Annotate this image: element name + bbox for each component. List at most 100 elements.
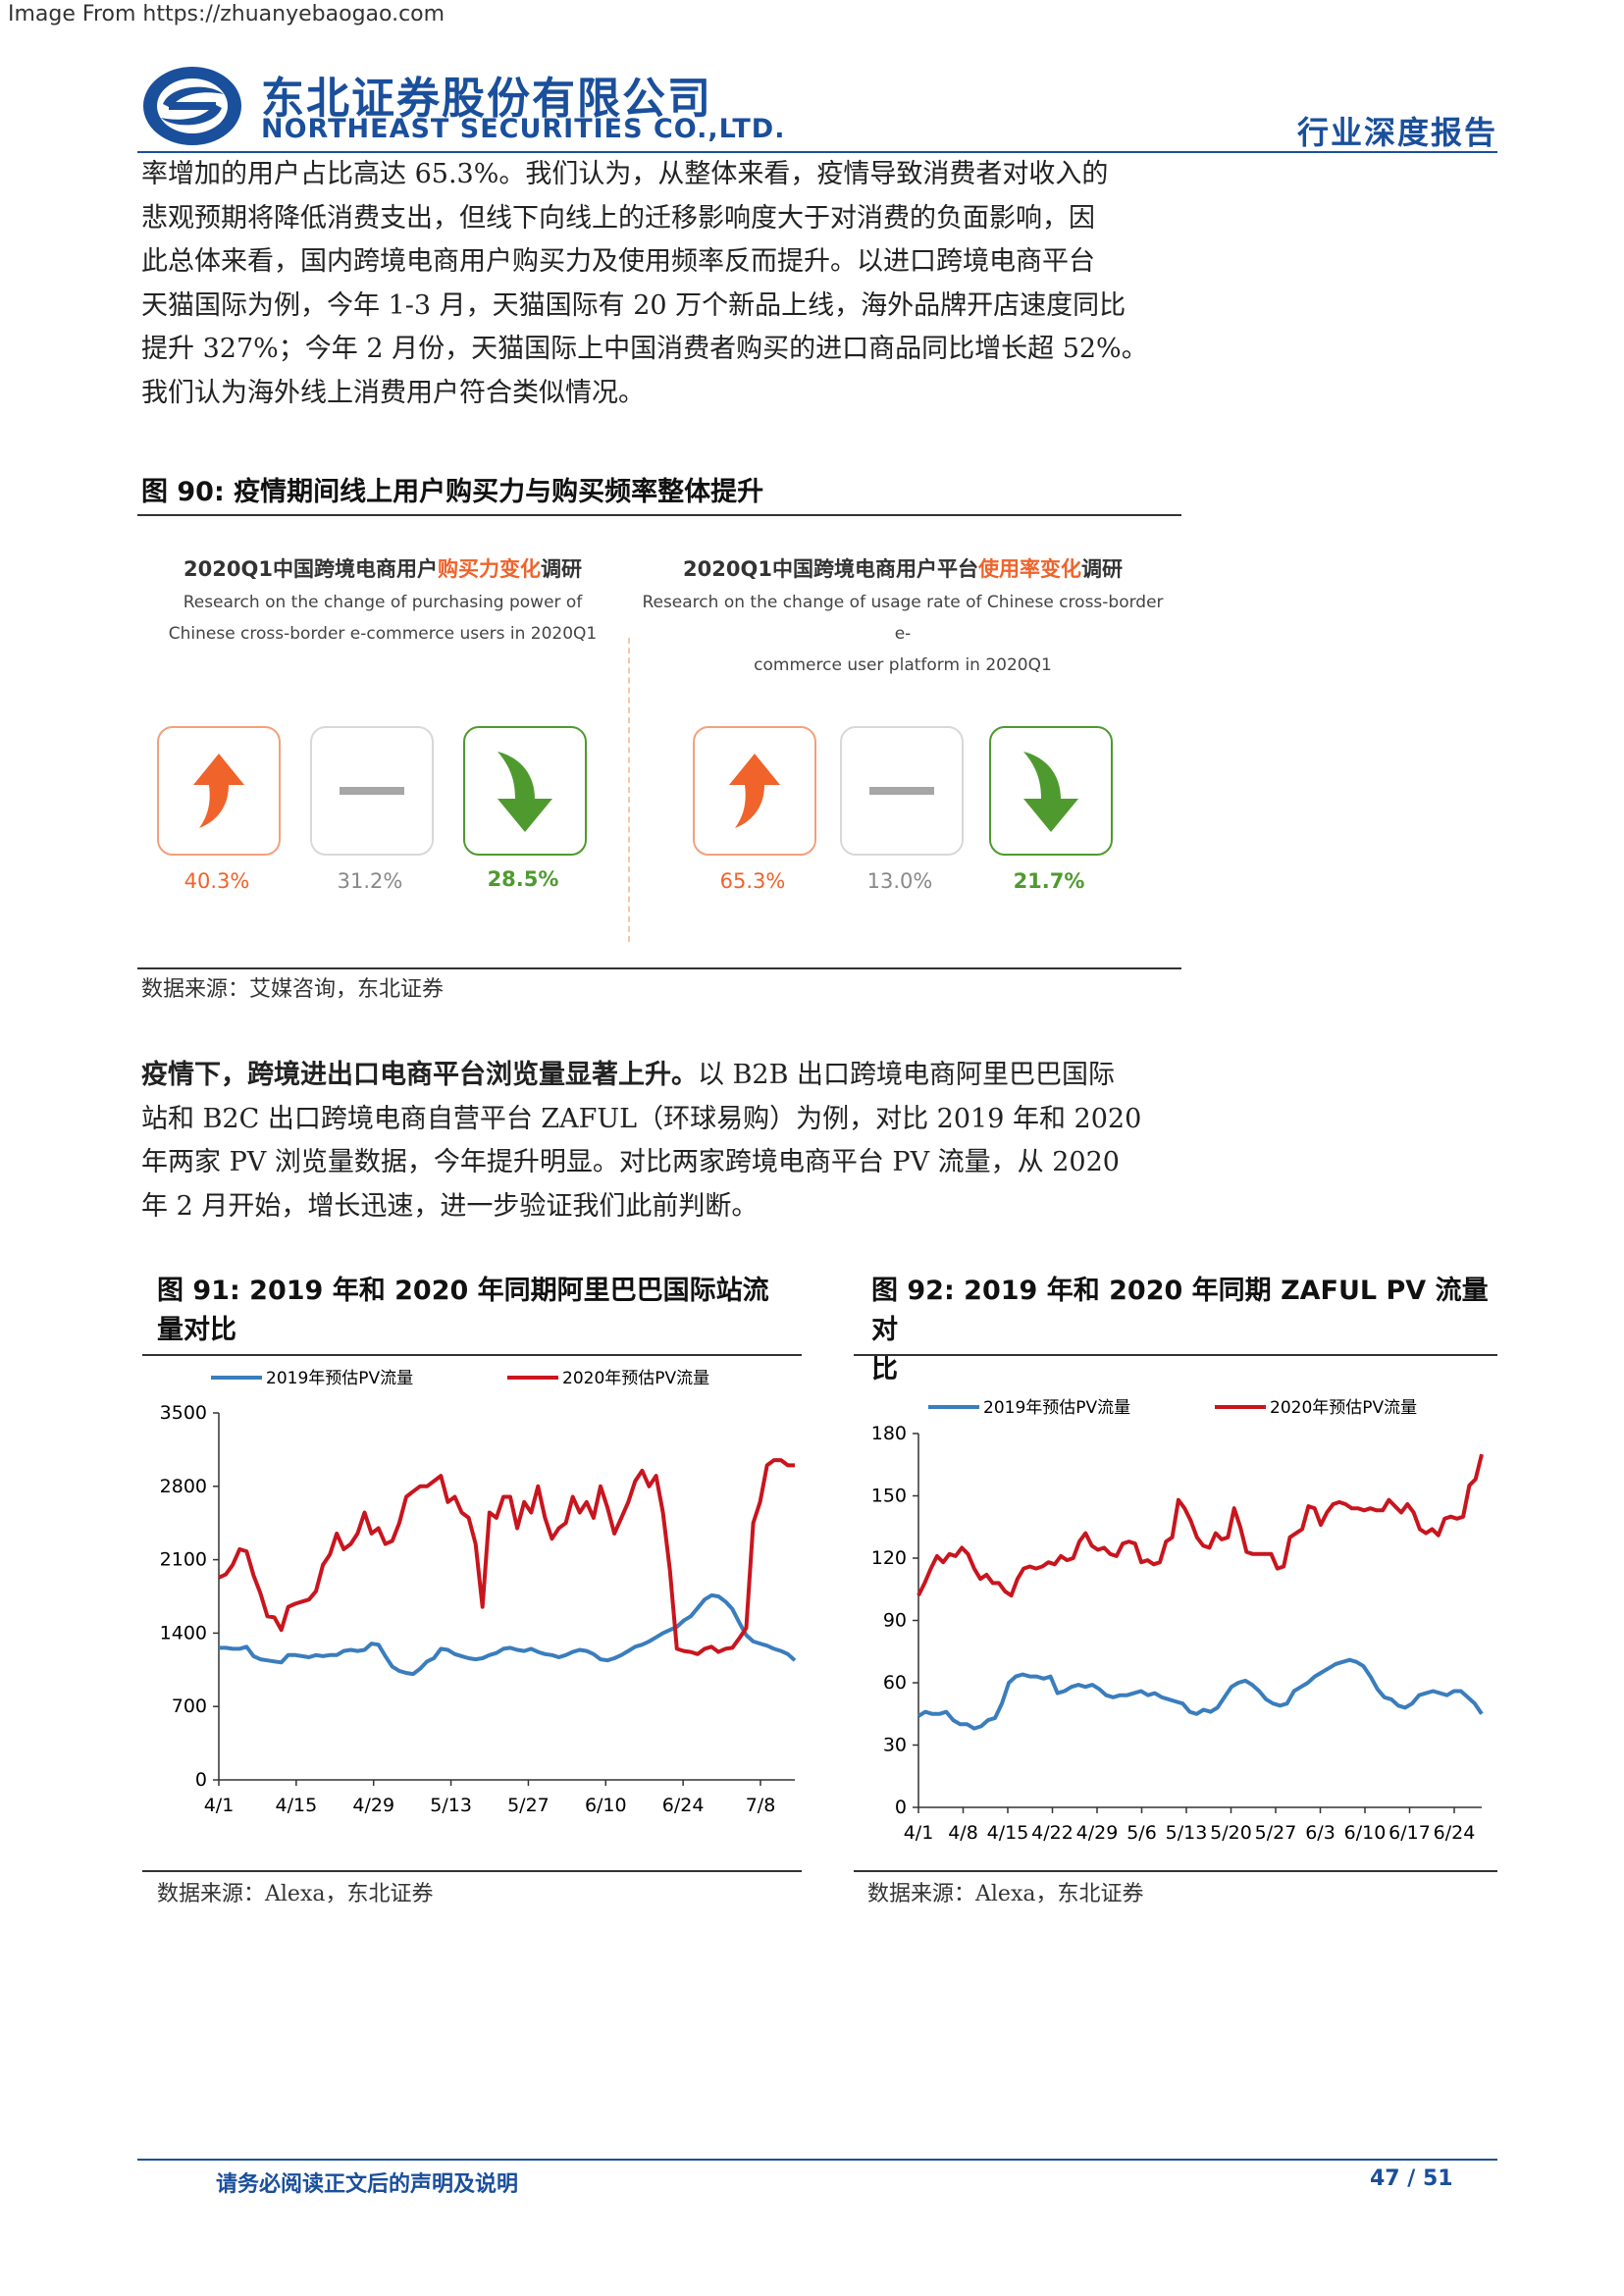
fig91-chart: 0 700 1400 2100 2800 3500 4/1 4/15 4/29 5/13 5/27 6… [142,1358,810,1829]
legend-label: 2019年预估PV流量 [266,1369,413,1388]
title-text: 2020Q1中国跨境电商用户平台 [683,557,978,581]
y-tick-label: 60 [883,1672,907,1694]
x-tick-label: 4/29 [1076,1822,1119,1844]
series-line-2 [218,1458,795,1656]
subtitle-line: commerce user platform in 2020Q1 [754,655,1052,675]
y-tick-label: 700 [172,1696,207,1717]
legend-label: 2020年预估PV流量 [562,1369,709,1388]
dash-icon [340,787,404,795]
para2-line-1: 疫情下，跨境进出口电商平台浏览量显著上升。以 B2B 出口跨境电商阿里巴巴国际 [141,1054,1181,1098]
y-tick-label: 120 [871,1547,907,1569]
y-tick-label: 90 [883,1610,907,1632]
series-line-2 [917,1453,1484,1598]
fig91-line-chart: 0 700 1400 2100 2800 3500 4/1 4/15 4/29 5/13 5/27 6… [160,1369,797,1816]
x-tick-label: 5/13 [430,1795,472,1816]
x-tick-label: 4/22 [1031,1822,1074,1844]
fig91-top-rule [142,1354,802,1356]
card-up-left [157,726,281,856]
panel-divider [628,638,630,942]
x-tick-label: 6/17 [1388,1822,1431,1844]
series-line-1 [917,1657,1484,1731]
arrow-down-icon [1023,752,1078,832]
report-type: 行业深度报告 [1297,114,1498,151]
para2-line: 年 2 月开始，增长迅速，进一步验证我们此前判断。 [141,1190,759,1222]
pct-flat-left: 31.2% [337,869,403,893]
body-paragraph-2: 疫情下，跨境进出口电商平台浏览量显著上升。以 B2B 出口跨境电商阿里巴巴国际 … [141,1054,1181,1228]
company-name-en: NORTHEAST SECURITIES CO.,LTD. [261,114,786,144]
fig91-title-line: 量对比 [157,1315,236,1345]
x-tick-label: 4/8 [948,1822,978,1844]
x-tick-label: 7/8 [746,1795,776,1816]
legend-label: 2020年预估PV流量 [1270,1398,1417,1418]
x-tick-label: 5/13 [1166,1822,1208,1844]
fig92-source-note: 数据来源：Alexa，东北证券 [867,1882,1144,1906]
fig92-title-line: 图 92: 2019 年和 2020 年同期 ZAFUL PV 流量对 [871,1276,1489,1345]
y-tick-label: 150 [871,1486,907,1507]
fig91-title-line: 图 91: 2019 年和 2020 年同期阿里巴巴国际站流 [157,1276,769,1306]
fig90-right-title: 2020Q1中国跨境电商用户平台使用率变化调研 [638,553,1168,583]
x-tick-label: 4/1 [904,1822,934,1844]
fig90-right-subtitle: Research on the change of usage rate of … [638,587,1168,681]
x-tick-label: 5/27 [507,1795,550,1816]
intro-line: 提升 327%；今年 2 月份，天猫国际上中国消费者购买的进口商品同比增长超 5… [141,334,1148,364]
card-down-left [463,726,587,856]
x-tick-label: 4/15 [987,1822,1029,1844]
x-tick-label: 4/1 [204,1795,235,1816]
title-text: 调研 [1080,557,1123,581]
fig90-source-note: 数据来源：艾媒咨询，东北证券 [141,977,445,1002]
page-number: 47 / 51 [1370,2166,1453,2191]
intro-paragraph: 率增加的用户占比高达 65.3%。我们认为，从整体来看，疫情导致消费者对收入的 … [141,153,1181,415]
title-text: 调研 [540,557,582,581]
fig92-top-rule [854,1354,1497,1356]
x-tick-label: 4/29 [352,1795,394,1816]
footer-disclaimer: 请务必阅读正文后的声明及说明 [216,2172,519,2197]
x-tick-label: 5/27 [1255,1822,1297,1844]
intro-line: 我们认为海外线上消费用户符合类似情况。 [141,377,645,408]
card-up-right [693,726,816,856]
para2-line-text: 以 B2B 出口跨境电商阿里巴巴国际 [698,1060,1116,1090]
fig92-title-line: 比 [871,1354,898,1384]
header-rule [137,151,1497,153]
x-tick-label: 6/10 [1344,1822,1387,1844]
fig92-line-chart: 0 30 60 90 120 150 180 4/1 4/8 4/15 4/22 4/29 5/6 5/1… [871,1398,1484,1844]
fig90-bottom-rule [137,967,1181,969]
arrow-up-icon [193,754,244,828]
x-tick-label: 6/3 [1305,1822,1336,1844]
y-tick-label: 2100 [160,1549,207,1571]
x-tick-label: 6/10 [585,1795,627,1816]
card-flat-left [310,726,434,856]
fig90-left-title: 2020Q1中国跨境电商用户购买力变化调研 [137,553,628,583]
para2-lead: 疫情下，跨境进出口电商平台浏览量显著上升。 [141,1060,698,1090]
fig90-left-subtitle: Research on the change of purchasing pow… [137,587,628,650]
x-tick-label: 6/24 [662,1795,705,1816]
subtitle-line: Chinese cross-border e-commerce users in… [168,624,598,644]
fig91-source-note: 数据来源：Alexa，东北证券 [157,1882,434,1906]
y-tick-label: 180 [871,1423,907,1444]
x-tick-label: 5/20 [1210,1822,1252,1844]
company-logo [141,65,243,147]
pct-down-left: 28.5% [487,867,559,891]
fig91-title: 图 91: 2019 年和 2020 年同期阿里巴巴国际站流 量对比 [157,1272,805,1350]
intro-line: 率增加的用户占比高达 65.3%。我们认为，从整体来看，疫情导致消费者对收入的 [141,159,1109,189]
pct-up-left: 40.3% [183,869,250,893]
series-line-1 [219,1592,797,1677]
dash-icon [869,787,934,795]
title-highlight: 使用率变化 [977,557,1081,581]
company-name-cn: 东北证券股份有限公司 [261,74,712,124]
pct-down-right: 21.7% [1013,869,1085,893]
x-tick-label: 6/24 [1434,1822,1476,1844]
intro-line: 天猫国际为例，今年 1-3 月，天猫国际有 20 万个新品上线，海外品牌开店速度… [141,289,1126,321]
subtitle-line: Research on the change of purchasing pow… [183,593,583,612]
footer-rule [137,2159,1497,2161]
arrow-down-icon [498,752,552,832]
para2-line: 站和 B2C 出口跨境电商自营平台 ZAFUL（环球易购）为例，对比 2019 … [141,1103,1142,1134]
intro-line: 悲观预期将降低消费支出，但线下向线上的迁移影响度大于对消费的负面影响，因 [141,202,1095,234]
y-tick-label: 0 [195,1769,207,1791]
fig92-bottom-rule [854,1870,1497,1872]
fig90-infographic: 2020Q1中国跨境电商用户购买力变化调研 Research on the ch… [137,520,1181,962]
y-tick-label: 2800 [160,1476,207,1497]
y-tick-label: 3500 [160,1402,207,1424]
company-logo-icon [143,67,241,145]
y-tick-label: 30 [883,1735,907,1756]
legend-label: 2019年预估PV流量 [983,1398,1130,1418]
